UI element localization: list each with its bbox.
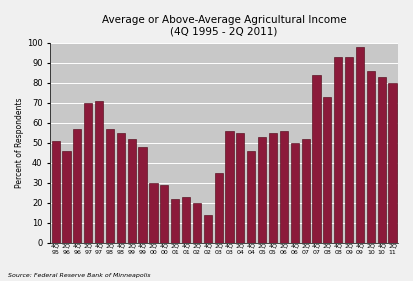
- Bar: [301, 139, 310, 243]
- Bar: [106, 129, 114, 243]
- Y-axis label: Percent of Respondents: Percent of Respondents: [15, 98, 24, 188]
- Bar: [291, 143, 299, 243]
- Bar: [356, 47, 364, 243]
- Bar: [160, 185, 169, 243]
- Bar: [377, 77, 386, 243]
- Bar: [117, 133, 125, 243]
- Title: Average or Above-Average Agricultural Income
(4Q 1995 - 2Q 2011): Average or Above-Average Agricultural In…: [102, 15, 347, 37]
- Bar: [215, 173, 223, 243]
- Bar: [225, 131, 234, 243]
- Bar: [323, 97, 331, 243]
- Bar: [258, 137, 266, 243]
- Bar: [138, 147, 147, 243]
- Bar: [334, 57, 342, 243]
- Bar: [280, 131, 288, 243]
- Bar: [389, 83, 396, 243]
- Bar: [269, 133, 277, 243]
- Bar: [247, 151, 255, 243]
- Bar: [171, 199, 179, 243]
- Bar: [204, 215, 212, 243]
- Bar: [52, 141, 59, 243]
- Bar: [193, 203, 201, 243]
- Bar: [182, 197, 190, 243]
- Bar: [128, 139, 136, 243]
- Bar: [62, 151, 71, 243]
- Bar: [345, 57, 353, 243]
- Bar: [367, 71, 375, 243]
- Bar: [312, 75, 320, 243]
- Bar: [150, 183, 157, 243]
- Bar: [73, 129, 81, 243]
- Bar: [95, 101, 103, 243]
- Bar: [236, 133, 244, 243]
- Bar: [84, 103, 92, 243]
- Text: Source: Federal Reserve Bank of Minneapolis: Source: Federal Reserve Bank of Minneapo…: [8, 273, 151, 278]
